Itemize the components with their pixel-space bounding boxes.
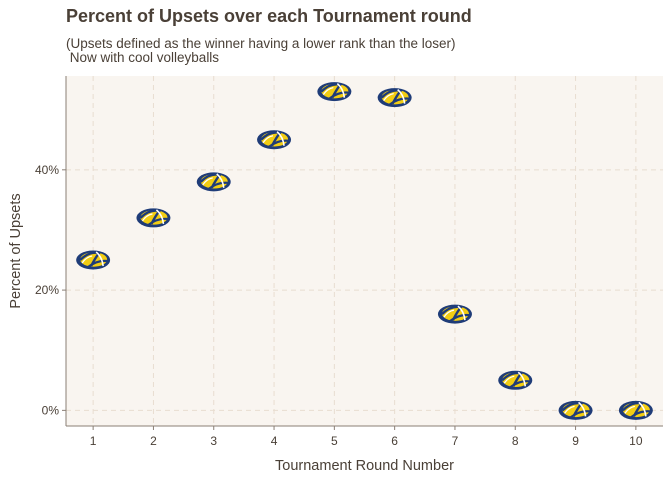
subtitle-line-2: Now with cool volleyballs	[66, 50, 220, 65]
y-axis-label: Percent of Upsets	[8, 193, 24, 308]
x-tick-label: 10	[629, 434, 643, 448]
y-tick-label: 0%	[42, 403, 60, 417]
data-point-volleyball-icon	[558, 400, 593, 420]
data-point-volleyball-icon	[76, 250, 111, 270]
chart-subtitle: (Upsets defined as the winner having a l…	[66, 37, 455, 65]
data-point-volleyball-icon	[317, 82, 352, 102]
data-points	[76, 82, 653, 420]
axes	[65, 76, 663, 427]
data-point-volleyball-icon	[257, 130, 292, 150]
data-point-volleyball-icon	[618, 400, 653, 420]
x-tick-label: 4	[271, 434, 278, 448]
data-point-volleyball-icon	[136, 208, 171, 228]
x-tick-label: 9	[572, 434, 579, 448]
plot-panel	[66, 76, 663, 426]
x-tick-label: 6	[391, 434, 398, 448]
x-tick-label: 5	[331, 434, 338, 448]
data-point-volleyball-icon	[498, 370, 533, 390]
y-tick-label: 20%	[35, 283, 59, 297]
data-point-volleyball-icon	[437, 304, 472, 324]
x-tick-label: 7	[452, 434, 459, 448]
x-tick-label: 3	[210, 434, 217, 448]
x-tick-label: 8	[512, 434, 519, 448]
y-tick-label: 40%	[35, 163, 59, 177]
subtitle-line-1: (Upsets defined as the winner having a l…	[66, 36, 456, 51]
tick-labels: 1 2 3 4 5 6 7 8 9 10 0% 20% 40%	[35, 163, 643, 448]
chart-title: Percent of Upsets over each Tournament r…	[66, 6, 472, 26]
data-point-volleyball-icon	[196, 172, 231, 192]
x-tick-label: 2	[150, 434, 157, 448]
data-point-volleyball-icon	[377, 88, 412, 108]
x-axis-label: Tournament Round Number	[275, 458, 454, 474]
x-tick-label: 1	[90, 434, 97, 448]
